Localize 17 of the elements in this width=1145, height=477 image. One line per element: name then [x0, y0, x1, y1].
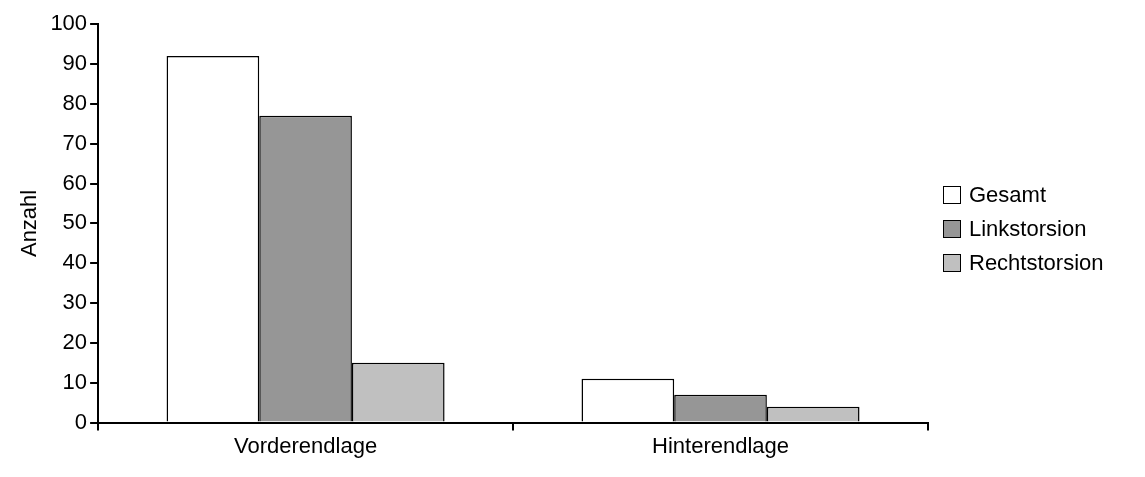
x-tick-label: Vorderendlage: [234, 432, 378, 458]
y-tick-label: 30: [62, 289, 88, 315]
x-tick-label: Hinterendlage: [652, 432, 790, 458]
y-tick-label: 40: [62, 249, 88, 275]
legend-label: Rechtstorsion: [969, 250, 1104, 276]
y-axis-title: Anzahl: [16, 189, 42, 258]
legend-label: Linkstorsion: [969, 216, 1087, 242]
y-tick-label: 20: [62, 328, 88, 354]
y-tick-label: 10: [62, 368, 88, 394]
y-tick-label: 70: [62, 129, 88, 155]
y-tick-label: 0: [74, 408, 88, 434]
text: Gesamt: [969, 182, 1047, 208]
y-tick-label: 90: [62, 50, 88, 76]
y-tick-label: 100: [50, 10, 88, 36]
y-tick-label: 80: [62, 89, 88, 115]
y-tick-label: 50: [62, 209, 88, 235]
y-tick-label: 60: [62, 169, 88, 195]
